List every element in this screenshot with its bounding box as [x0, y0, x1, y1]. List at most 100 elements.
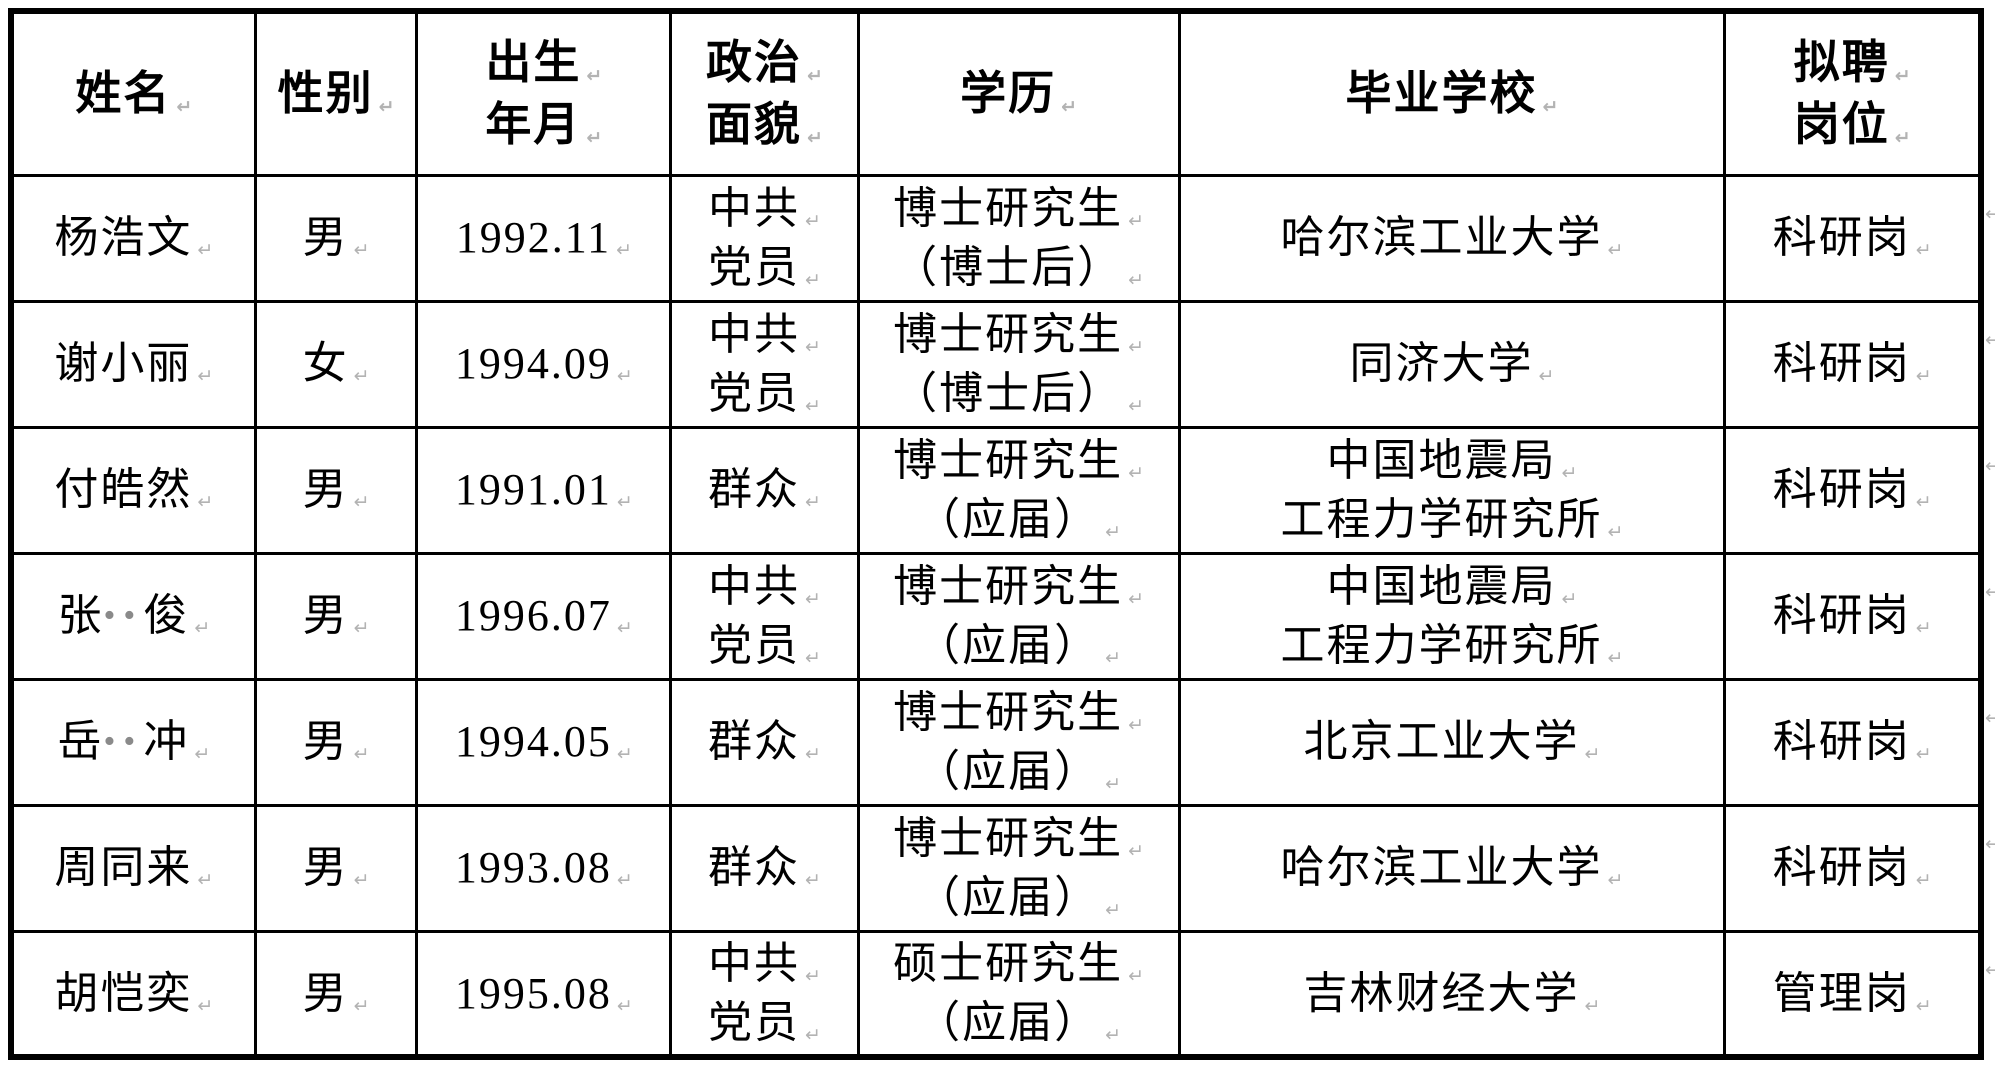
cell-text: 中共	[708, 309, 801, 359]
line-break-mark-icon: ↵	[1607, 869, 1624, 892]
cell-education: 博士研究生 ↵ （博士后） ↵	[856, 173, 1181, 303]
cell-text: 女	[302, 339, 349, 389]
cell-position: 科研岗 ↵	[1723, 299, 1983, 429]
line-break-mark-icon: ↵	[1584, 994, 1601, 1017]
cell-text: 群众	[708, 843, 801, 893]
row-end-mark-icon: ↵	[1985, 958, 1995, 981]
line-break-mark-icon: ↵	[353, 239, 370, 262]
cell-text: 杨浩文	[54, 213, 193, 263]
table-row: 张••俊 ↵ 男 ↵ 1996.07 ↵ 中共 ↵ 党员 ↵ 博士研究生 ↵ （应届） ↵ 中国地震局 ↵ 工程…	[9, 551, 1983, 681]
cell-line: 中国地震局 ↵	[1182, 431, 1722, 490]
line-break-mark-icon: ↵	[805, 743, 821, 766]
cell-gender: 男 ↵	[253, 173, 419, 303]
cell-line: 博士研究生 ↵	[861, 557, 1176, 616]
table-row: 杨浩文 ↵ 男 ↵ 1992.11 ↵ 中共 ↵ 党员 ↵ 博士研究生 ↵ （博士后） ↵ 哈尔滨工业大学 ↵…	[9, 173, 1983, 303]
cell-line: 男 ↵	[258, 838, 414, 897]
cell-line: 胡恺奕 ↵	[14, 964, 252, 1023]
line-break-mark-icon: ↵	[194, 743, 211, 766]
cell-line: 1995.08 ↵	[420, 964, 668, 1023]
cell-political: 中共 ↵ 党员 ↵	[669, 173, 860, 303]
cell-school: 哈尔滨工业大学 ↵	[1177, 173, 1727, 303]
line-break-mark-icon: ↵	[1105, 647, 1122, 669]
cell-text: 胡恺奕	[54, 968, 193, 1018]
cell-line: 男 ↵	[258, 208, 414, 267]
cell-line: 管理岗 ↵	[1728, 964, 1978, 1023]
line-break-mark-icon: ↵	[1894, 126, 1911, 149]
cell-text: （应届）	[916, 621, 1101, 670]
table-row: 谢小丽 ↵ 女 ↵ 1994.09 ↵ 中共 ↵ 党员 ↵ 博士研究生 ↵ （博士后） ↵ 同济大学 ↵ 科研岗…	[9, 299, 1983, 429]
cell-line: 党员 ↵	[674, 616, 855, 675]
cell-line: 面貌 ↵	[674, 94, 855, 156]
cell-line: 中共 ↵	[674, 305, 855, 364]
cell-line: 博士研究生 ↵	[861, 431, 1176, 490]
cell-birth: 1994.05 ↵	[415, 677, 673, 807]
cell-text: 中国地震局	[1326, 561, 1557, 611]
line-break-mark-icon: ↵	[1128, 713, 1145, 736]
cell-line: 1991.01 ↵	[420, 460, 668, 519]
cell-text: 博士研究生	[893, 309, 1124, 359]
line-break-mark-icon: ↵	[616, 994, 633, 1017]
cell-text: 科研岗	[1772, 717, 1911, 767]
cell-line: 北京工业大学 ↵	[1182, 712, 1722, 771]
table-row: 胡恺奕 ↵ 男 ↵ 1995.08 ↵ 中共 ↵ 党员 ↵ 硕士研究生 ↵ （应届） ↵ 吉林财经大学 ↵ 管理…	[9, 929, 1983, 1059]
column-header-education: 学历 ↵	[856, 9, 1181, 177]
line-break-mark-icon: ↵	[1128, 395, 1145, 417]
cell-line: 博士研究生 ↵	[861, 809, 1176, 868]
cell-text: 付皓然	[54, 465, 193, 515]
line-break-mark-icon: ↵	[197, 869, 214, 892]
row-end-mark-icon: ↵	[1985, 454, 1995, 477]
cell-gender: 男 ↵	[253, 803, 419, 933]
cell-line: 科研岗 ↵	[1728, 586, 1978, 645]
line-break-mark-icon: ↵	[1584, 743, 1601, 766]
cell-line: 男 ↵	[258, 460, 414, 519]
cell-line: 吉林财经大学 ↵	[1182, 964, 1722, 1023]
cell-birth: 1991.01 ↵	[415, 425, 673, 555]
line-break-mark-icon: ↵	[1915, 743, 1932, 766]
cell-text: 硕士研究生	[893, 938, 1124, 988]
cell-education: 博士研究生 ↵ （博士后） ↵	[856, 299, 1181, 429]
cell-line: 同济大学 ↵	[1182, 334, 1722, 393]
line-break-mark-icon: ↵	[1128, 964, 1145, 987]
table-row: 付皓然 ↵ 男 ↵ 1991.01 ↵ 群众 ↵ 博士研究生 ↵ （应届） ↵ 中国地震局 ↵ 工程力学研究…	[9, 425, 1983, 555]
cell-text: 党员	[708, 369, 801, 418]
cell-position: 科研岗 ↵	[1723, 173, 1983, 303]
cell-text: 博士研究生	[893, 435, 1124, 485]
cell-text: （博士后）	[893, 369, 1124, 418]
cell-line: 硕士研究生 ↵	[861, 934, 1176, 993]
line-break-mark-icon: ↵	[353, 617, 370, 640]
cell-political: 群众 ↵	[669, 425, 860, 555]
row-end-mark-icon: ↵	[1985, 832, 1995, 855]
line-break-mark-icon: ↵	[805, 269, 821, 291]
line-break-mark-icon: ↵	[378, 95, 395, 118]
cell-text: 1991.01	[454, 465, 612, 515]
line-break-mark-icon: ↵	[586, 126, 603, 149]
cell-line: 科研岗 ↵	[1728, 334, 1978, 393]
cell-line: 科研岗 ↵	[1728, 460, 1978, 519]
cell-political: 中共 ↵ 党员 ↵	[669, 551, 860, 681]
cell-text: （应届）	[916, 747, 1101, 796]
cell-education: 博士研究生 ↵ （应届） ↵	[856, 803, 1181, 933]
cell-text: 吉林财经大学	[1303, 968, 1580, 1018]
line-break-mark-icon: ↵	[1105, 773, 1122, 795]
cell-text: 男	[302, 843, 349, 893]
cell-birth: 1995.08 ↵	[415, 929, 673, 1059]
cell-line: 周同来 ↵	[14, 838, 252, 897]
line-break-mark-icon: ↵	[1128, 587, 1145, 610]
cell-text: 党员	[708, 621, 801, 670]
line-break-mark-icon: ↵	[1061, 95, 1078, 118]
cell-text: 男	[302, 717, 349, 767]
cell-text: 党员	[708, 243, 801, 292]
cell-line: 岳••冲 ↵	[14, 712, 252, 771]
cell-name: 谢小丽 ↵	[9, 299, 257, 429]
cell-education: 博士研究生 ↵ （应届） ↵	[856, 425, 1181, 555]
cell-political: 群众 ↵	[669, 803, 860, 933]
table-header: 姓名 ↵ 性别 ↵ 出生 ↵ 年月 ↵ 政治 ↵ 面貌 ↵ 学历 ↵ 毕业学校 ↵ 拟聘 ↵ 岗位 ↵	[9, 9, 1983, 177]
line-break-mark-icon: ↵	[1105, 899, 1122, 921]
line-break-mark-icon: ↵	[1607, 239, 1624, 262]
cell-text: 政治	[706, 36, 803, 88]
cell-text: 周同来	[54, 843, 193, 893]
cell-political: 群众 ↵	[669, 677, 860, 807]
cell-text: 中共	[708, 561, 801, 611]
cell-line: （应届） ↵	[861, 742, 1176, 801]
